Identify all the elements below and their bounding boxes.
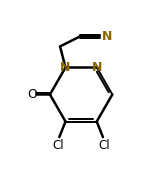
Text: N: N (92, 61, 102, 74)
Text: Cl: Cl (53, 139, 64, 152)
Text: N: N (60, 61, 71, 74)
Text: N: N (102, 30, 113, 43)
Text: O: O (27, 88, 37, 101)
Text: Cl: Cl (98, 139, 110, 152)
